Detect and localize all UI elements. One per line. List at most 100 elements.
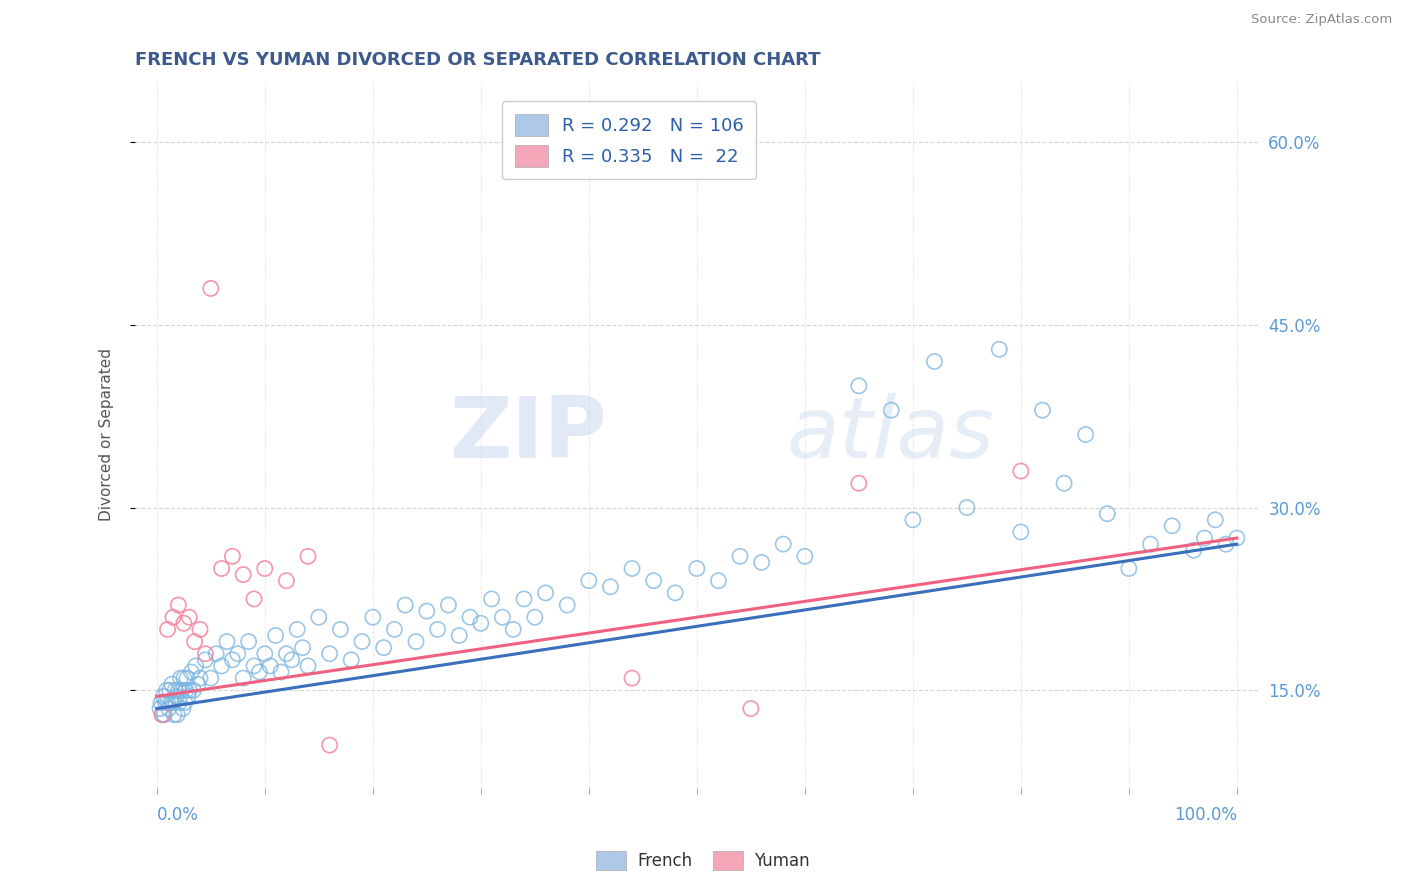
Point bbox=[643, 574, 665, 588]
Point bbox=[848, 476, 870, 491]
Point bbox=[153, 707, 176, 722]
Point bbox=[318, 738, 340, 752]
Point bbox=[155, 683, 177, 698]
Point bbox=[194, 647, 217, 661]
Point bbox=[179, 683, 201, 698]
Point bbox=[416, 604, 439, 618]
Text: FRENCH VS YUMAN DIVORCED OR SEPARATED CORRELATION CHART: FRENCH VS YUMAN DIVORCED OR SEPARATED CO… bbox=[135, 51, 821, 69]
Point bbox=[221, 653, 243, 667]
Point bbox=[200, 281, 222, 295]
Point bbox=[1161, 519, 1184, 533]
Point bbox=[291, 640, 314, 655]
Point bbox=[226, 647, 249, 661]
Point bbox=[221, 549, 243, 564]
Point bbox=[174, 683, 197, 698]
Point bbox=[988, 343, 1011, 357]
Point bbox=[458, 610, 481, 624]
Point bbox=[149, 701, 172, 715]
Point bbox=[1097, 507, 1119, 521]
Point bbox=[297, 659, 319, 673]
Point bbox=[481, 591, 503, 606]
Text: Source: ZipAtlas.com: Source: ZipAtlas.com bbox=[1251, 13, 1392, 27]
Point bbox=[150, 696, 173, 710]
Point bbox=[793, 549, 815, 564]
Point bbox=[621, 561, 644, 575]
Point bbox=[238, 634, 260, 648]
Point bbox=[1010, 524, 1032, 539]
Point bbox=[308, 610, 330, 624]
Point bbox=[1031, 403, 1053, 417]
Point bbox=[155, 696, 177, 710]
Point bbox=[707, 574, 730, 588]
Point bbox=[169, 671, 191, 685]
Point bbox=[924, 354, 946, 368]
Point bbox=[169, 696, 191, 710]
Point bbox=[184, 659, 207, 673]
Point bbox=[166, 707, 188, 722]
Point bbox=[167, 683, 190, 698]
Point bbox=[183, 683, 205, 698]
Point bbox=[281, 653, 304, 667]
Point bbox=[437, 598, 460, 612]
Point bbox=[163, 707, 186, 722]
Point bbox=[176, 671, 198, 685]
Point bbox=[162, 696, 184, 710]
Point bbox=[751, 556, 773, 570]
Point bbox=[1118, 561, 1140, 575]
Point bbox=[177, 690, 200, 704]
Text: 100.0%: 100.0% bbox=[1174, 806, 1237, 824]
Point bbox=[534, 586, 557, 600]
Point bbox=[578, 574, 600, 588]
Point bbox=[188, 671, 211, 685]
Point bbox=[180, 665, 202, 679]
Point bbox=[172, 701, 194, 715]
Point bbox=[502, 623, 524, 637]
Point bbox=[173, 671, 195, 685]
Point bbox=[491, 610, 513, 624]
Point bbox=[170, 683, 193, 698]
Point bbox=[253, 561, 276, 575]
Point bbox=[880, 403, 903, 417]
Point bbox=[211, 561, 233, 575]
Point bbox=[470, 616, 492, 631]
Point bbox=[162, 610, 184, 624]
Point bbox=[1139, 537, 1161, 551]
Point bbox=[1074, 427, 1097, 442]
Point bbox=[740, 701, 762, 715]
Point bbox=[1226, 531, 1249, 545]
Point bbox=[270, 665, 292, 679]
Point bbox=[232, 567, 254, 582]
Point bbox=[194, 653, 217, 667]
Point bbox=[160, 696, 183, 710]
Point bbox=[555, 598, 578, 612]
Point bbox=[1053, 476, 1076, 491]
Point bbox=[1215, 537, 1237, 551]
Point bbox=[956, 500, 979, 515]
Point bbox=[329, 623, 352, 637]
Point bbox=[449, 628, 471, 642]
Legend: R = 0.292   N = 106, R = 0.335   N =  22: R = 0.292 N = 106, R = 0.335 N = 22 bbox=[502, 101, 756, 179]
Point bbox=[156, 623, 179, 637]
Point bbox=[772, 537, 794, 551]
Point bbox=[664, 586, 686, 600]
Y-axis label: Divorced or Separated: Divorced or Separated bbox=[100, 348, 114, 521]
Point bbox=[173, 696, 195, 710]
Point bbox=[215, 634, 238, 648]
Point bbox=[1182, 543, 1205, 558]
Point bbox=[340, 653, 363, 667]
Point bbox=[243, 659, 266, 673]
Point bbox=[150, 707, 173, 722]
Point bbox=[394, 598, 416, 612]
Legend: French, Yuman: French, Yuman bbox=[589, 844, 817, 877]
Point bbox=[361, 610, 384, 624]
Point bbox=[157, 701, 180, 715]
Point bbox=[165, 683, 187, 698]
Point bbox=[183, 634, 205, 648]
Point bbox=[848, 379, 870, 393]
Point bbox=[426, 623, 449, 637]
Point bbox=[276, 574, 298, 588]
Point bbox=[156, 696, 179, 710]
Point bbox=[297, 549, 319, 564]
Point bbox=[405, 634, 427, 648]
Point bbox=[285, 623, 308, 637]
